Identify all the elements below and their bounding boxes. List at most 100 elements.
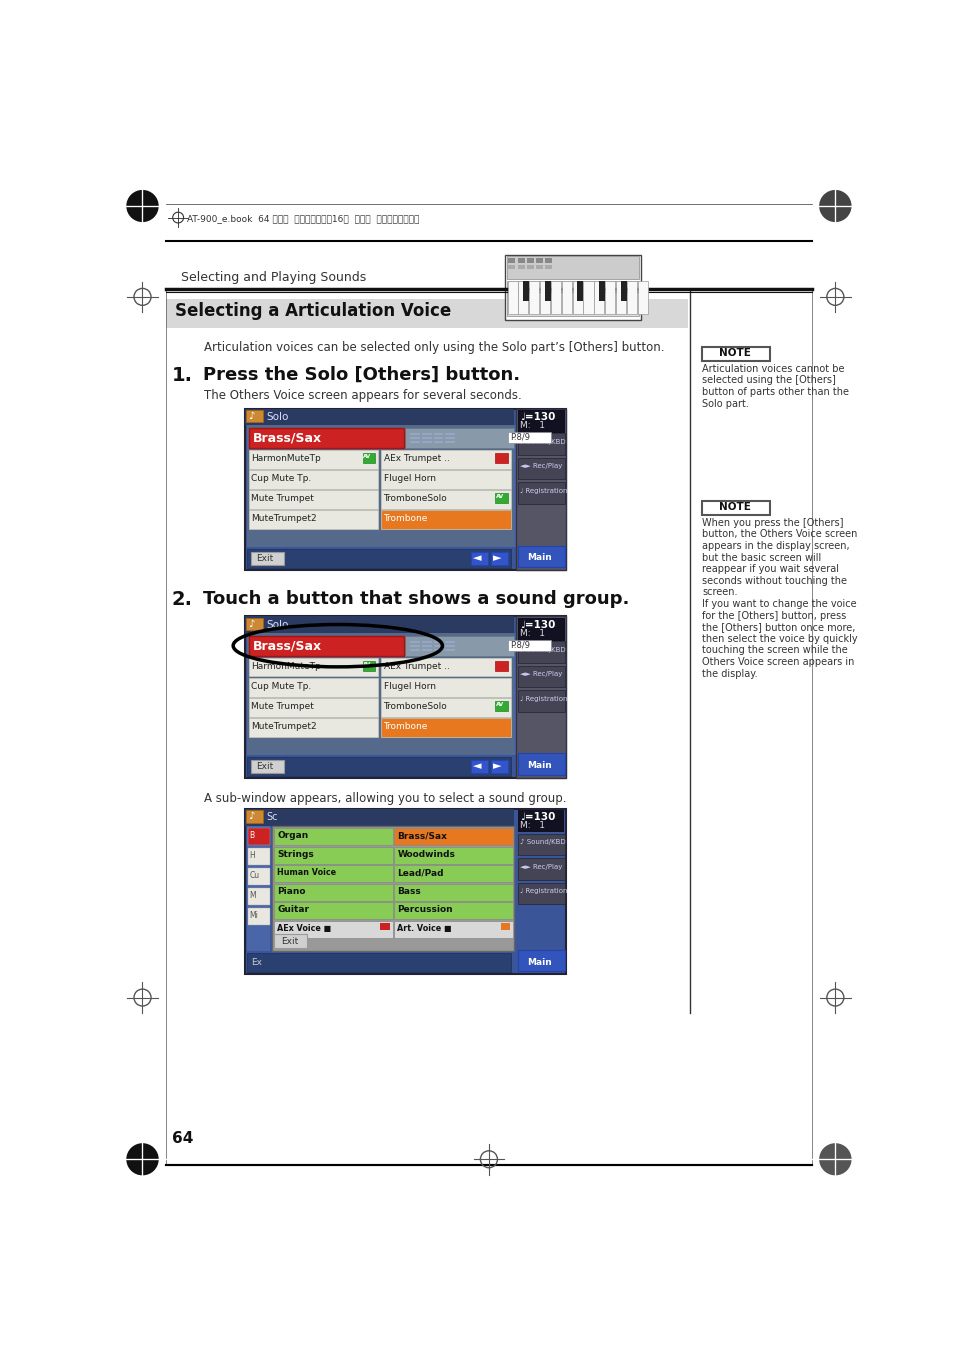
Text: A sub-window appears, allowing you to select a sound group.: A sub-window appears, allowing you to se…	[204, 792, 566, 805]
Bar	[274, 828, 393, 846]
Bar	[536, 265, 542, 269]
Text: Human Voice: Human Voice	[277, 869, 336, 877]
Bar	[604, 281, 615, 313]
Text: Brass/Sax: Brass/Sax	[253, 639, 321, 653]
Bar	[508, 265, 515, 269]
Bar	[405, 636, 513, 655]
Bar	[380, 923, 390, 929]
Text: Main: Main	[526, 958, 551, 966]
Text: AEx Trumpet ..: AEx Trumpet ..	[383, 454, 449, 463]
Bar	[517, 617, 563, 639]
Bar	[517, 754, 564, 775]
Bar	[274, 920, 393, 938]
Bar	[517, 882, 564, 904]
Bar	[249, 698, 377, 716]
Bar	[394, 828, 513, 846]
Text: Main: Main	[526, 761, 551, 770]
Bar	[245, 616, 566, 778]
Text: Main: Main	[526, 554, 551, 562]
Text: M: M	[249, 892, 255, 900]
Text: Art. Voice ■: Art. Voice ■	[397, 924, 452, 932]
Bar	[381, 511, 510, 528]
Bar	[517, 281, 528, 313]
Bar	[517, 258, 524, 263]
Bar	[637, 281, 647, 313]
Bar	[517, 265, 524, 269]
Bar	[247, 426, 516, 547]
Text: Mi: Mi	[249, 912, 258, 920]
Bar	[544, 281, 550, 301]
Bar	[246, 617, 263, 631]
Bar	[381, 719, 510, 736]
Bar	[495, 493, 507, 503]
Bar	[626, 281, 637, 313]
Bar	[247, 634, 516, 755]
Text: M:   1: M: 1	[519, 821, 544, 831]
Bar	[394, 847, 513, 863]
Text: ♩=130: ♩=130	[519, 620, 555, 630]
Bar	[517, 811, 563, 832]
Bar	[381, 450, 510, 469]
Text: ◄► Rec/Play: ◄► Rec/Play	[519, 671, 561, 677]
Bar	[505, 254, 640, 320]
Bar	[539, 281, 550, 313]
Bar	[248, 869, 270, 885]
Bar	[274, 847, 393, 863]
Text: AV: AV	[496, 494, 503, 499]
Bar	[517, 690, 564, 712]
Bar	[251, 551, 283, 565]
Bar	[507, 281, 517, 313]
Bar	[495, 453, 507, 463]
Bar	[508, 258, 515, 263]
Bar	[245, 408, 566, 570]
Text: Exit: Exit	[281, 936, 298, 946]
Bar	[394, 902, 513, 919]
Bar	[508, 639, 550, 651]
Text: Trombone: Trombone	[383, 721, 428, 731]
Bar	[517, 482, 564, 504]
Bar	[517, 458, 564, 480]
Circle shape	[818, 189, 852, 223]
Bar	[247, 426, 513, 547]
Text: Strings: Strings	[277, 850, 314, 859]
Bar	[500, 923, 509, 929]
Bar	[247, 549, 511, 567]
Bar	[249, 511, 377, 528]
Bar	[545, 258, 552, 263]
Bar	[247, 757, 511, 775]
Bar	[529, 281, 538, 313]
Bar	[272, 825, 513, 951]
Bar	[381, 470, 510, 489]
Bar	[274, 865, 393, 882]
Text: AV: AV	[363, 454, 371, 459]
Bar	[701, 347, 769, 361]
Text: ♪: ♪	[248, 811, 253, 821]
Text: Woodwinds: Woodwinds	[397, 850, 455, 859]
Bar	[508, 431, 550, 443]
Bar	[381, 658, 510, 677]
Text: Articulation voices can be selected only using the Solo part’s [Others] button.: Articulation voices can be selected only…	[204, 340, 664, 354]
Text: Flugel Horn: Flugel Horn	[383, 474, 436, 482]
Text: AEx Trumpet ..: AEx Trumpet ..	[383, 662, 449, 671]
Text: H: H	[249, 851, 255, 861]
Bar	[381, 490, 510, 508]
Text: Trombone: Trombone	[383, 513, 428, 523]
Bar	[616, 281, 625, 313]
Text: ◄► Rec/Play: ◄► Rec/Play	[519, 463, 561, 469]
Text: MuteTrumpet2: MuteTrumpet2	[251, 721, 316, 731]
Bar	[249, 450, 377, 469]
Bar	[249, 490, 377, 508]
Bar	[394, 884, 513, 901]
Text: Brass/Sax: Brass/Sax	[397, 831, 447, 840]
Text: P.8/9: P.8/9	[510, 640, 530, 650]
Text: ►: ►	[493, 554, 500, 563]
Text: P.8/9: P.8/9	[510, 432, 530, 442]
Bar	[620, 281, 626, 301]
Bar	[274, 935, 307, 947]
Text: 2.: 2.	[172, 590, 193, 609]
Bar	[536, 258, 542, 263]
Text: The Others Voice screen appears for several seconds.: The Others Voice screen appears for seve…	[204, 389, 521, 403]
Text: ♪: ♪	[248, 411, 253, 420]
Bar	[248, 888, 270, 905]
Bar	[517, 546, 564, 567]
